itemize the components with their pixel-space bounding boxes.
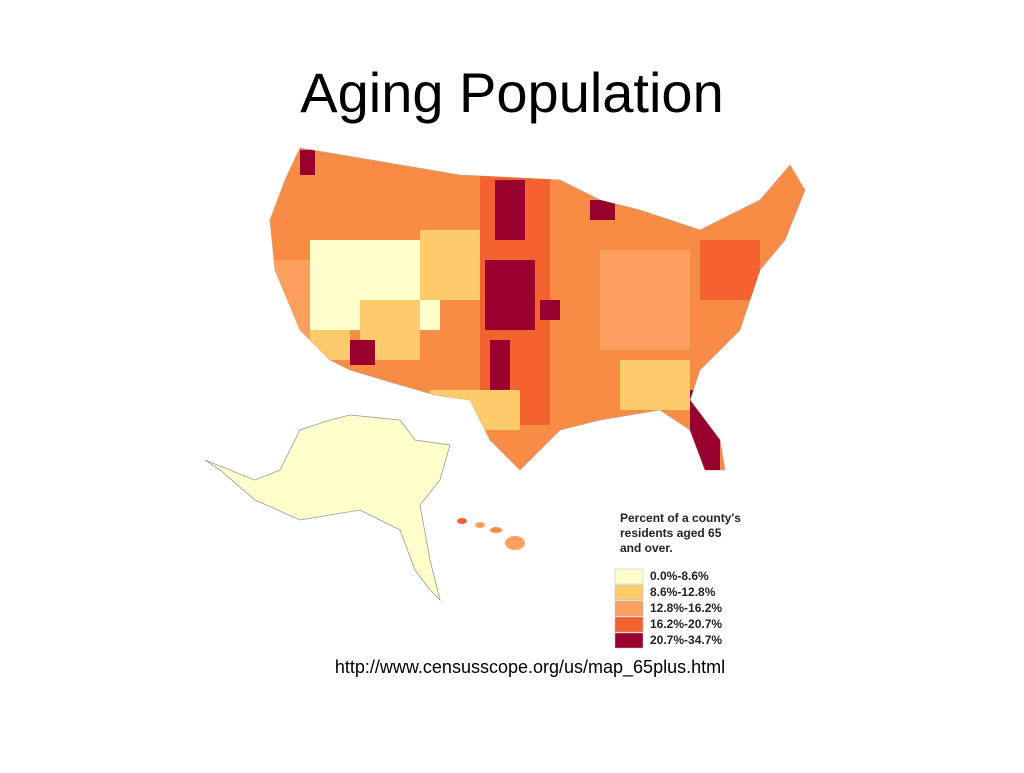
- slide-title: Aging Population: [300, 61, 723, 124]
- legend-swatch: [614, 600, 644, 617]
- us-map: [204, 147, 806, 602]
- legend-label: 8.6%-12.8%: [650, 585, 716, 599]
- legend-label: 0.0%-8.6%: [650, 569, 709, 583]
- legend-title: residents aged 65: [620, 526, 722, 540]
- hawaii: [457, 518, 525, 550]
- alaska: [204, 414, 451, 602]
- legend-label: 12.8%-16.2%: [650, 601, 722, 615]
- legend-title: and over.: [620, 541, 673, 555]
- legend-label: 16.2%-20.7%: [650, 617, 722, 631]
- legend-swatch: [614, 616, 644, 633]
- legend-swatch: [614, 568, 644, 585]
- legend-label: 20.7%-34.7%: [650, 633, 722, 647]
- legend-title: Percent of a county's: [620, 511, 741, 525]
- legend-swatch: [614, 584, 644, 601]
- source-url: http://www.censusscope.org/us/map_65plus…: [335, 657, 725, 678]
- legend-swatch: [614, 632, 644, 649]
